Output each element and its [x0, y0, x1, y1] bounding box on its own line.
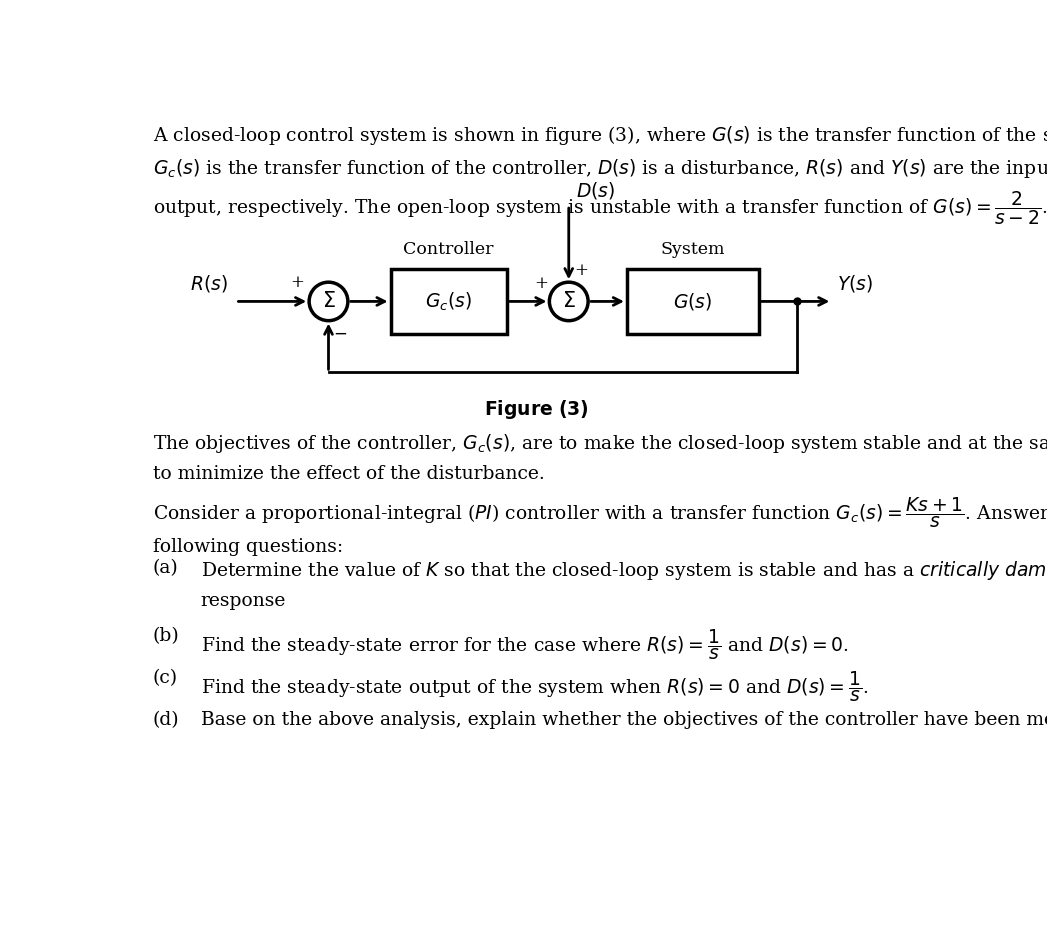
Text: $\Sigma$: $\Sigma$	[562, 291, 576, 311]
Text: The objectives of the controller, $G_c(s)$, are to make the closed-loop system s: The objectives of the controller, $G_c(s…	[153, 432, 1047, 455]
Text: A closed-loop control system is shown in figure (3), where $G(s)$ is the transfe: A closed-loop control system is shown in…	[153, 124, 1047, 147]
Text: +: +	[574, 262, 588, 279]
FancyBboxPatch shape	[627, 269, 759, 334]
Text: +: +	[291, 273, 305, 291]
Text: $-$: $-$	[333, 324, 348, 341]
Text: +: +	[534, 275, 548, 292]
Text: Base on the above analysis, explain whether the objectives of the controller hav: Base on the above analysis, explain whet…	[201, 711, 1047, 730]
Text: System: System	[661, 241, 725, 259]
Text: Controller: Controller	[403, 241, 494, 259]
Text: $D(s)$: $D(s)$	[577, 181, 616, 201]
FancyBboxPatch shape	[391, 269, 507, 334]
Text: response: response	[201, 591, 286, 610]
Text: following questions:: following questions:	[153, 538, 342, 556]
Text: output, respectively. The open-loop system is unstable with a transfer function : output, respectively. The open-loop syst…	[153, 189, 1047, 227]
Text: Determine the value of $K$ so that the closed-loop system is stable and has a $\: Determine the value of $K$ so that the c…	[201, 559, 1047, 582]
Text: $\mathbf{Figure\ (3)}$: $\mathbf{Figure\ (3)}$	[484, 398, 588, 421]
Text: $Y(s)$: $Y(s)$	[837, 273, 873, 294]
Text: (d): (d)	[153, 711, 179, 730]
Text: to minimize the effect of the disturbance.: to minimize the effect of the disturbanc…	[153, 464, 544, 483]
Text: (a): (a)	[153, 559, 178, 578]
Text: $G(s)$: $G(s)$	[673, 291, 712, 311]
Text: (c): (c)	[153, 669, 178, 687]
Text: Find the steady-state output of the system when $R(s)=0$ and $D(s)=\dfrac{1}{s}$: Find the steady-state output of the syst…	[201, 669, 868, 705]
Text: $G_c(s)$ is the transfer function of the controller, $D(s)$ is a disturbance, $R: $G_c(s)$ is the transfer function of the…	[153, 157, 1047, 180]
Text: $G_c(s)$: $G_c(s)$	[425, 290, 472, 312]
Text: (b): (b)	[153, 628, 179, 645]
Text: Consider a proportional-integral ($PI$) controller with a transfer function $G_c: Consider a proportional-integral ($PI$) …	[153, 495, 1047, 530]
Text: $R(s)$: $R(s)$	[190, 273, 228, 294]
Text: $\Sigma$: $\Sigma$	[321, 291, 335, 311]
Text: Find the steady-state error for the case where $R(s)=\dfrac{1}{s}$ and $D(s)=0$.: Find the steady-state error for the case…	[201, 628, 848, 662]
